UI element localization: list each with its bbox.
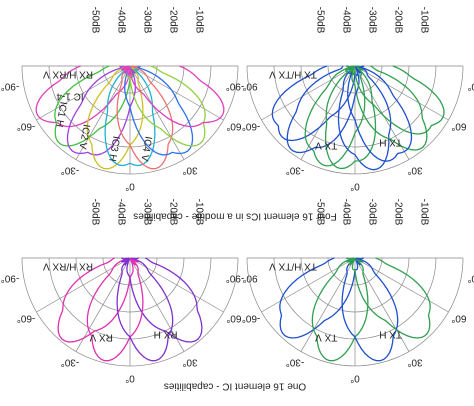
angle-label: 90° (467, 80, 474, 91)
angle-label: 60° (226, 312, 241, 323)
db-label: -20dB (167, 199, 178, 226)
angle-label: -60° (17, 120, 35, 131)
db-label: -50dB (314, 7, 325, 34)
db-label: -30dB (366, 7, 377, 34)
polar-spoke (129, 65, 185, 160)
db-label: -50dB (89, 7, 100, 34)
pattern-label: IC3 H (106, 135, 121, 162)
db-label: -10dB (418, 7, 429, 34)
angle-label: -90° (226, 80, 244, 91)
panel-title: RX H/RX V (43, 260, 93, 271)
polar-spoke (129, 65, 224, 121)
polar-spoke (354, 257, 410, 352)
angle-label: 30° (407, 356, 422, 367)
pattern-label: IC1 H (53, 101, 68, 128)
db-label: -10dB (418, 199, 429, 226)
db-label: -50dB (89, 199, 100, 226)
polar-spoke (354, 65, 410, 160)
beam-pattern (346, 257, 431, 339)
angle-label: -90° (1, 272, 19, 283)
beam-pattern (346, 65, 445, 135)
angle-label: -60° (242, 312, 260, 323)
pattern-label: TX H (379, 329, 402, 340)
angle-label: -30° (61, 356, 79, 367)
beam-pattern (324, 65, 377, 170)
db-label: -40dB (340, 7, 351, 34)
panel-title: RX H/RX V (43, 68, 93, 79)
polar-spoke (354, 65, 449, 121)
angle-label: 90° (242, 272, 257, 283)
pattern-label: IC4 V (138, 135, 153, 162)
angle-label: 0° (125, 372, 135, 383)
angle-label: -90° (1, 80, 19, 91)
angle-label: 0° (350, 180, 360, 191)
angle-label: 30° (182, 356, 197, 367)
pattern-label: TX H (379, 137, 402, 148)
db-label: -30dB (141, 7, 152, 34)
angle-label: -90° (226, 272, 244, 283)
polar-spoke (75, 65, 131, 160)
angle-label: 0° (125, 180, 135, 191)
db-label: -10dB (193, 199, 204, 226)
caption: Four 16 element ICs in a module - capabi… (133, 210, 336, 221)
angle-label: 90° (467, 272, 474, 283)
polar-spoke (300, 257, 356, 352)
angle-label: -30° (61, 164, 79, 175)
panel-title: TX H/TX V (269, 260, 317, 271)
beam-pattern (116, 257, 174, 362)
db-label: -20dB (392, 7, 403, 34)
pattern-label: TX V (315, 332, 338, 343)
angle-label: -30° (286, 356, 304, 367)
beam-pattern (121, 65, 225, 128)
db-label: -20dB (392, 199, 403, 226)
angle-label: 60° (451, 120, 466, 131)
panel-title: TX H/TX V (269, 68, 317, 79)
angle-label: 30° (407, 164, 422, 175)
polar-spoke (354, 257, 449, 313)
db-label: -40dB (115, 7, 126, 34)
angle-label: -60° (242, 120, 260, 131)
db-label: -30dB (366, 199, 377, 226)
panel-subtitle: IC 1-4 (56, 90, 84, 101)
angle-label: -30° (286, 164, 304, 175)
db-label: -30dB (141, 199, 152, 226)
angle-label: 60° (226, 120, 241, 131)
polar-spoke (261, 65, 356, 121)
pattern-label: RX H (154, 329, 178, 340)
angle-label: 0° (350, 372, 360, 383)
db-label: -20dB (167, 7, 178, 34)
db-label: -40dB (340, 199, 351, 226)
pattern-label: RX V (89, 332, 113, 343)
polar-spoke (75, 257, 131, 352)
angle-label: 30° (182, 164, 197, 175)
polar-spoke (300, 65, 356, 160)
caption: One 16 element IC - capabilities (164, 380, 306, 391)
angle-label: 90° (242, 80, 257, 91)
polar-spoke (129, 257, 185, 352)
db-label: -50dB (314, 199, 325, 226)
angle-label: -60° (17, 312, 35, 323)
polar-spoke (129, 257, 224, 313)
db-label: -10dB (193, 7, 204, 34)
angle-label: 60° (451, 312, 466, 323)
pattern-label: IC2 V (76, 123, 91, 150)
db-label: -40dB (115, 199, 126, 226)
pattern-label: TX V (315, 140, 338, 151)
